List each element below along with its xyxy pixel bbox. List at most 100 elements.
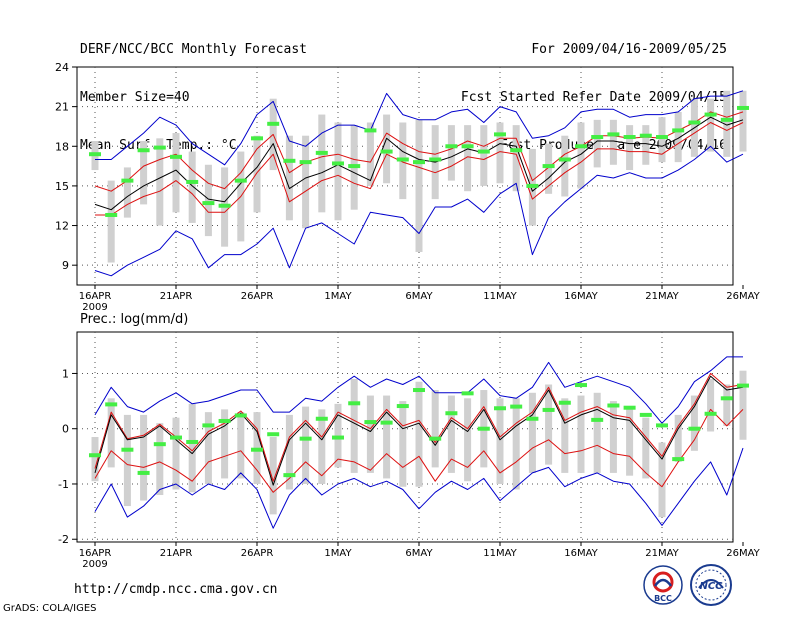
observed-marker [688,426,701,431]
range-bar [156,138,164,226]
range-bar [188,151,196,223]
observed-marker [170,435,182,440]
y-tick-label: 0 [62,423,69,436]
plot-frame [76,331,734,543]
range-bar [447,395,455,473]
range-bar [172,417,180,490]
range-bar [609,119,617,165]
x-tick-label: 26MAY [726,548,760,559]
range-bar [415,381,423,487]
x-tick-label: 16MAY [564,291,598,302]
range-bar [593,392,601,473]
observed-marker [170,154,182,159]
x-tick-label: 16APR [79,291,112,302]
observed-marker [526,183,539,188]
range-bar [577,395,585,473]
observed-marker [542,164,555,169]
observed-marker [380,420,393,425]
range-bar [723,384,731,426]
observed-marker [575,383,587,388]
observed-marker [623,135,636,140]
x-tick-label: 11MAY [483,291,517,302]
observed-marker [591,135,604,140]
bcc-logo: BCC [643,565,683,605]
range-bar [464,125,472,192]
range-bar [609,401,617,473]
range-bar [285,135,293,221]
ncc-logo-text: NCC [699,581,723,592]
y-tick-label: 18 [55,140,69,153]
chart-title: DERF/NCC/BCC Monthly Forecast [80,42,307,57]
observed-marker [461,144,474,149]
range-bar [674,111,682,163]
range-bar [512,398,520,490]
observed-marker [639,412,652,417]
range-bar [140,414,148,501]
observed-marker [413,160,425,165]
range-bar [723,90,731,157]
upper-line-red [94,372,744,482]
range-bar [269,437,277,515]
range-bar [237,412,245,479]
observed-marker [607,132,620,137]
range-bar [318,409,326,484]
range-bar [593,119,601,168]
observed-marker [299,160,312,165]
range-bar [658,117,666,163]
website-url[interactable]: http://cmdp.ncc.cma.gov.cn [74,582,278,597]
observed-marker [704,112,717,117]
range-bar [172,133,180,213]
observed-marker [153,442,166,447]
x-tick-label: 6MAY [405,548,433,559]
y-tick-label: 1 [62,367,69,380]
range-bar [447,125,455,181]
range-bar [383,395,391,479]
range-bar [253,135,261,213]
range-bar [366,122,374,186]
observed-marker [558,400,571,405]
range-bar [204,164,212,237]
x-tick-label: 16MAY [564,548,598,559]
observed-marker [737,383,749,388]
observed-marker [89,152,101,157]
observed-marker [332,435,344,440]
observed-marker [494,406,506,411]
range-bar [107,180,115,263]
bcc-logo-text: BCC [654,594,672,603]
observed-marker [720,396,733,401]
observed-marker [105,402,118,407]
observed-marker [445,411,458,416]
ncc-logo: NCC [690,564,732,606]
range-bar [399,401,407,487]
observed-marker [315,416,328,421]
range-bar [123,414,131,507]
observed-marker [672,457,685,462]
range-bar [528,392,536,473]
observed-marker [413,388,425,393]
range-bar [545,384,553,465]
max-line-blue [94,356,743,424]
range-bar [366,395,374,473]
range-bar [739,370,747,440]
range-bar [674,414,682,462]
range-bar [415,119,423,252]
observed-marker [477,149,490,154]
range-bar [545,143,553,194]
observed-marker [137,148,150,153]
observed-marker [186,179,199,184]
range-bar [107,398,115,468]
range-bar [512,125,520,192]
range-bar [221,409,229,479]
observed-marker [591,417,604,422]
max-line-blue [95,90,744,166]
observed-marker [429,157,442,162]
observed-marker [121,447,134,452]
range-bar [707,98,715,152]
observed-marker [510,148,523,153]
observed-marker [656,135,668,140]
range-bar [188,403,196,493]
range-bar [561,398,569,473]
y-tick-label: 15 [55,180,69,193]
range-bar [156,423,164,496]
min-line-blue [94,145,744,277]
